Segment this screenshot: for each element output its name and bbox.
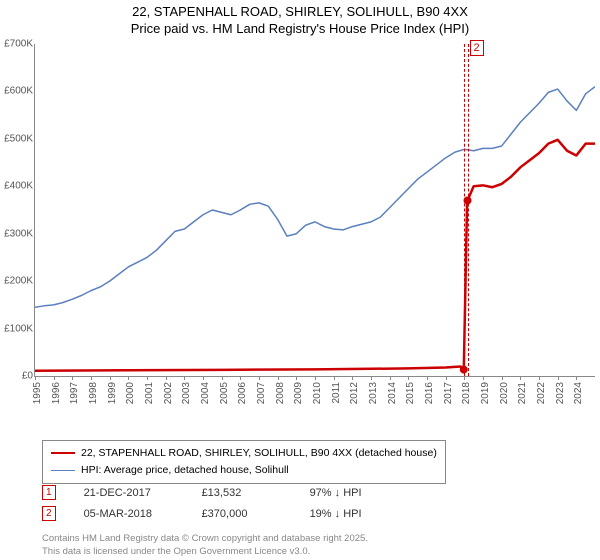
title-line-1: 22, STAPENHALL ROAD, SHIRLEY, SOLIHULL, …	[0, 4, 600, 21]
x-tick	[147, 376, 148, 380]
y-tick-label: £500K	[1, 133, 35, 144]
event-row-2: 2 05-MAR-2018 £370,000 19% ↓ HPI	[42, 506, 362, 521]
event-date-1: 21-DEC-2017	[84, 487, 174, 499]
chart-container: 22, STAPENHALL ROAD, SHIRLEY, SOLIHULL, …	[0, 0, 600, 560]
x-tick	[334, 376, 335, 380]
x-tick	[352, 376, 353, 380]
x-tick	[240, 376, 241, 380]
x-tick	[502, 376, 503, 380]
footer-line-1: Contains HM Land Registry data © Crown c…	[42, 533, 368, 545]
x-tick	[54, 376, 55, 380]
series-hpi	[35, 87, 595, 308]
x-tick	[464, 376, 465, 380]
legend-swatch-blue	[51, 470, 75, 471]
x-tick	[539, 376, 540, 380]
x-tick	[296, 376, 297, 380]
x-tick	[446, 376, 447, 380]
event-delta-1: 97% ↓ HPI	[310, 487, 362, 499]
annotation-box: 2	[470, 40, 484, 56]
event-date-2: 05-MAR-2018	[84, 508, 174, 520]
x-tick	[558, 376, 559, 380]
legend-item-hpi: HPI: Average price, detached house, Soli…	[51, 462, 437, 479]
x-tick	[259, 376, 260, 380]
x-tick	[371, 376, 372, 380]
x-tick	[483, 376, 484, 380]
legend-label-price-paid: 22, STAPENHALL ROAD, SHIRLEY, SOLIHULL, …	[81, 445, 437, 462]
legend-label-hpi: HPI: Average price, detached house, Soli…	[81, 462, 289, 479]
x-tick	[35, 376, 36, 380]
event-num-2: 2	[42, 506, 56, 521]
title-line-2: Price paid vs. HM Land Registry's House …	[0, 21, 600, 38]
y-tick-label: £100K	[1, 323, 35, 334]
y-tick-label: £200K	[1, 276, 35, 287]
x-tick	[427, 376, 428, 380]
x-tick	[166, 376, 167, 380]
x-tick	[110, 376, 111, 380]
legend-item-price-paid: 22, STAPENHALL ROAD, SHIRLEY, SOLIHULL, …	[51, 445, 437, 462]
y-tick-label: £300K	[1, 228, 35, 239]
x-tick	[278, 376, 279, 380]
x-tick	[408, 376, 409, 380]
legend-swatch-red	[51, 452, 75, 454]
event-price-2: £370,000	[202, 508, 282, 520]
annotation-line	[464, 44, 465, 376]
x-tick	[390, 376, 391, 380]
chart-title: 22, STAPENHALL ROAD, SHIRLEY, SOLIHULL, …	[0, 0, 600, 38]
x-tick	[576, 376, 577, 380]
x-tick	[72, 376, 73, 380]
x-tick	[203, 376, 204, 380]
annotation-line	[468, 44, 469, 376]
x-tick	[128, 376, 129, 380]
event-row-1: 1 21-DEC-2017 £13,532 97% ↓ HPI	[42, 485, 362, 500]
plot-svg	[35, 44, 595, 376]
y-tick-label: £700K	[1, 39, 35, 50]
footer: Contains HM Land Registry data © Crown c…	[42, 533, 368, 558]
x-tick	[315, 376, 316, 380]
footer-line-2: This data is licensed under the Open Gov…	[42, 546, 368, 558]
y-tick-label: £0	[1, 371, 35, 382]
x-tick	[520, 376, 521, 380]
event-delta-2: 19% ↓ HPI	[310, 508, 362, 520]
chart-area: £0£100K£200K£300K£400K£500K£600K£700K199…	[34, 44, 594, 402]
legend: 22, STAPENHALL ROAD, SHIRLEY, SOLIHULL, …	[42, 440, 446, 484]
plot-region: £0£100K£200K£300K£400K£500K£600K£700K199…	[34, 44, 595, 377]
x-tick	[184, 376, 185, 380]
x-tick	[222, 376, 223, 380]
y-tick-label: £600K	[1, 86, 35, 97]
event-price-1: £13,532	[202, 487, 282, 499]
event-num-1: 1	[42, 485, 56, 500]
x-tick	[91, 376, 92, 380]
series-price_paid	[35, 140, 595, 371]
y-tick-label: £400K	[1, 181, 35, 192]
